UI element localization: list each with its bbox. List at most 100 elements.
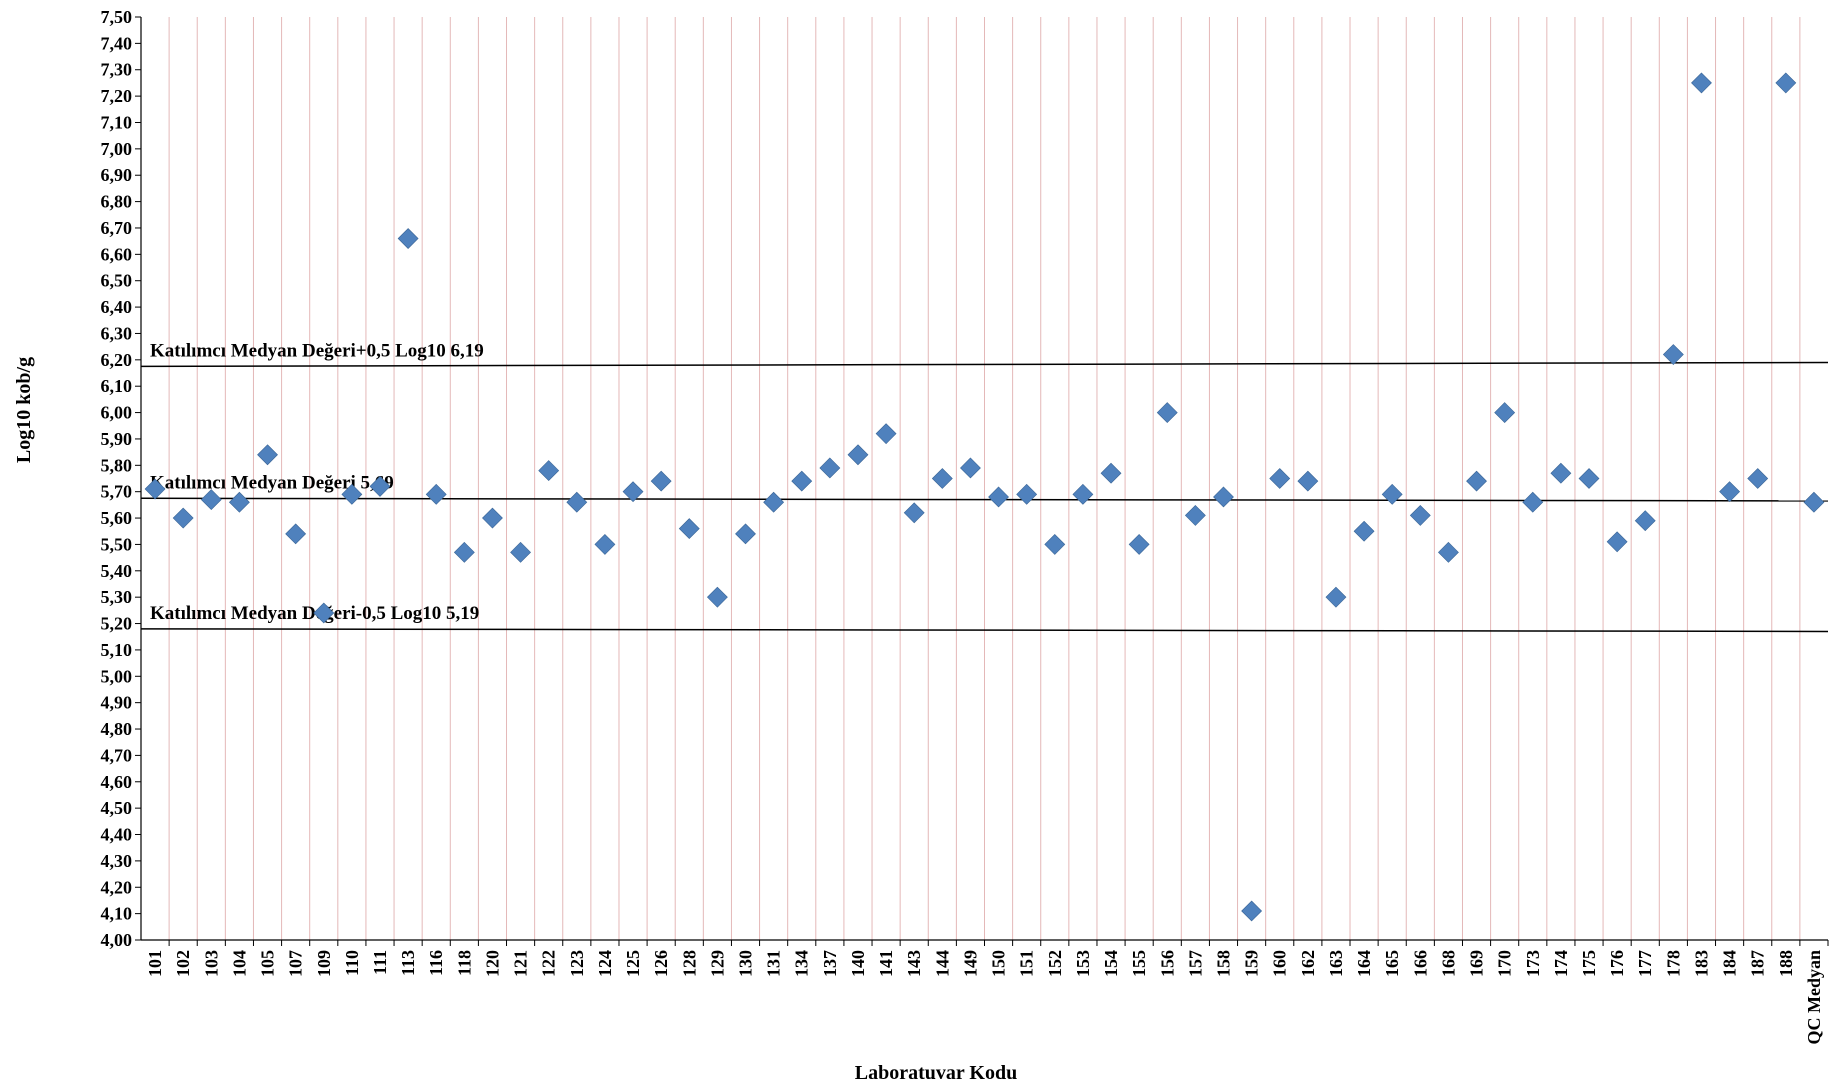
- data-point: [228, 491, 250, 513]
- x-tick-label: 143: [904, 950, 924, 977]
- x-tick-label: 103: [201, 950, 221, 977]
- y-tick-label: 5,10: [101, 640, 133, 660]
- data-point: [285, 523, 307, 545]
- reference-line-label: Katılımcı Medyan Değeri+0,5 Log10 6,19: [150, 340, 484, 361]
- reference-lines: Katılımcı Medyan Değeri+0,5 Log10 6,19 Ka…: [140, 340, 1829, 633]
- vertical-gridlines: [168, 17, 1801, 940]
- data-point: [1691, 72, 1712, 94]
- x-tick-label: 141: [876, 950, 896, 977]
- x-tick-label: 184: [1720, 950, 1740, 977]
- x-tick-label: 134: [792, 950, 812, 977]
- data-point: [172, 507, 194, 529]
- data-point: [1438, 541, 1459, 563]
- data-point: [200, 489, 222, 511]
- y-tick-label: 4,90: [101, 693, 133, 713]
- data-point: [1100, 462, 1122, 484]
- data-point: [144, 478, 166, 500]
- x-tick-label: 118: [454, 950, 474, 976]
- y-tick-label: 6,00: [101, 403, 133, 423]
- x-tick-label: 121: [511, 950, 531, 977]
- y-tick-label: 7,30: [101, 60, 133, 80]
- y-tick-label: 5,80: [101, 455, 133, 475]
- x-tick-label: 105: [258, 950, 278, 977]
- y-tick-label: 5,40: [101, 561, 133, 581]
- data-point: [1044, 534, 1066, 555]
- y-tick-label: 5,50: [101, 534, 133, 554]
- data-point: [1803, 491, 1825, 513]
- x-tick-label: 160: [1270, 950, 1290, 977]
- data-point: [1016, 483, 1038, 505]
- data-point: [510, 541, 531, 563]
- data-point: [1213, 486, 1234, 508]
- y-tick-label: 6,70: [101, 218, 133, 238]
- data-point: [1156, 402, 1178, 423]
- data-point: [397, 228, 419, 249]
- reference-line: [140, 628, 1829, 633]
- data-point: [819, 457, 841, 479]
- data-point: [566, 491, 588, 513]
- y-tick-label: 5,00: [101, 666, 133, 686]
- data-point: [1466, 470, 1487, 492]
- data-point: [1269, 468, 1291, 489]
- data-point: [1775, 72, 1797, 94]
- x-tick-label: 173: [1523, 950, 1543, 977]
- data-point: [622, 481, 644, 503]
- data-point: [1719, 481, 1741, 503]
- x-tick-label: 153: [1073, 950, 1093, 977]
- y-tick-label: 7,20: [101, 86, 133, 106]
- reference-line: [140, 361, 1829, 368]
- x-tick-label: 149: [960, 950, 980, 977]
- x-tick-label: 176: [1607, 950, 1627, 977]
- x-tick-label: 107: [286, 950, 306, 977]
- x-tick-label: 144: [932, 950, 952, 977]
- data-point: [594, 534, 616, 555]
- data-point: [1606, 531, 1628, 553]
- x-tick-label: 101: [145, 950, 165, 977]
- y-tick-label: 7,40: [101, 33, 133, 53]
- y-tick-label: 6,30: [101, 323, 133, 343]
- y-tick-label: 5,20: [101, 614, 133, 634]
- data-point: [735, 523, 756, 545]
- x-tick-label: 137: [820, 950, 840, 977]
- reference-line-label: Katılımcı Medyan Değeri 5,69: [150, 472, 394, 493]
- y-tick-label: 6,80: [101, 192, 133, 212]
- x-tick-label: 188: [1776, 950, 1796, 977]
- data-point: [369, 475, 391, 497]
- data-point: [1353, 520, 1375, 542]
- x-tick-label: 175: [1579, 950, 1599, 977]
- y-tick-label: 4,50: [101, 798, 133, 818]
- y-tick-label: 4,30: [101, 851, 133, 871]
- x-tick-label: 183: [1691, 950, 1711, 977]
- x-tick-label: 128: [679, 950, 699, 977]
- data-point: [1184, 504, 1206, 526]
- y-tick-label: 4,20: [101, 877, 133, 897]
- data-point: [453, 541, 475, 563]
- data-point: [1241, 900, 1263, 922]
- data-point: [1522, 491, 1544, 513]
- y-tick-label: 6,60: [101, 244, 133, 264]
- data-point: [931, 468, 953, 489]
- data-point: [1297, 470, 1319, 492]
- x-tick-label: 111: [370, 950, 390, 975]
- x-tick-label: 129: [707, 950, 727, 977]
- y-tick-label: 6,50: [101, 271, 133, 291]
- data-point: [1072, 483, 1094, 505]
- data-point: [1550, 462, 1572, 484]
- data-point: [313, 602, 335, 624]
- x-tick-label: 124: [595, 950, 615, 977]
- data-point: [1662, 344, 1684, 365]
- x-axis-title: Laboratuvar Kodu: [855, 1062, 1017, 1084]
- data-point: [1494, 402, 1516, 423]
- y-tick-label: 6,90: [101, 165, 133, 185]
- x-tick-label: 159: [1242, 950, 1262, 977]
- data-point: [650, 470, 672, 492]
- x-tick-label: 155: [1129, 950, 1149, 977]
- x-tick-label: 174: [1551, 950, 1571, 977]
- x-tick-labels: 101 102 103 104 105 107 109 110 111 113 116 118 120 1…: [145, 940, 1829, 1045]
- x-tick-label: 165: [1382, 950, 1402, 977]
- y-tick-label: 7,10: [101, 112, 133, 132]
- x-tick-label: 158: [1213, 950, 1233, 977]
- y-tick-label: 4,80: [101, 719, 133, 739]
- data-point: [903, 502, 925, 524]
- x-tick-label: 177: [1635, 950, 1655, 977]
